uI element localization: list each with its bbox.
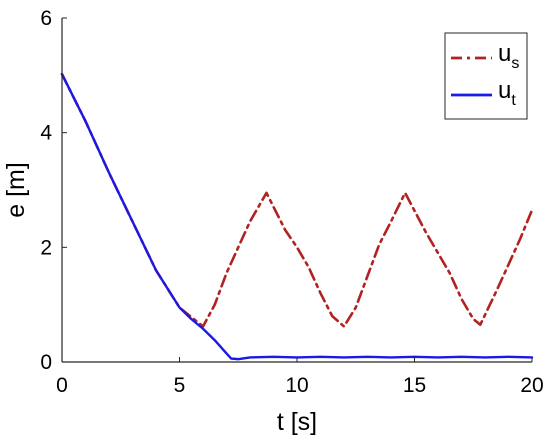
series-u-t-line (60, 72, 534, 361)
x-tick-label: 10 (285, 374, 308, 397)
y-ticks: 0 2 4 6 (40, 7, 67, 374)
y-tick-label: 4 (40, 122, 52, 145)
plot-area (60, 72, 534, 361)
x-tick-label: 15 (403, 374, 426, 397)
y-tick-label: 0 (40, 351, 52, 374)
x-tick-label: 0 (56, 374, 68, 397)
legend-us-label: us (498, 40, 519, 72)
legend-us-label-sub: s (511, 55, 519, 72)
legend-us-label-main: u (498, 40, 511, 67)
y-axis-label: e [m] (2, 162, 30, 218)
legend-box (444, 32, 528, 120)
x-tick-label: 5 (174, 374, 186, 397)
x-tick-label: 20 (520, 374, 543, 397)
legend: us ut (444, 32, 528, 120)
y-tick-label: 6 (40, 7, 52, 30)
x-axis-label: t [s] (277, 408, 317, 436)
y-tick-label: 2 (40, 236, 52, 259)
x-ticks: 0 5 10 15 20 (56, 357, 544, 397)
legend-ut-label-main: u (498, 77, 511, 104)
legend-ut-label-sub: t (511, 92, 516, 109)
legend-ut-label: ut (498, 77, 516, 109)
